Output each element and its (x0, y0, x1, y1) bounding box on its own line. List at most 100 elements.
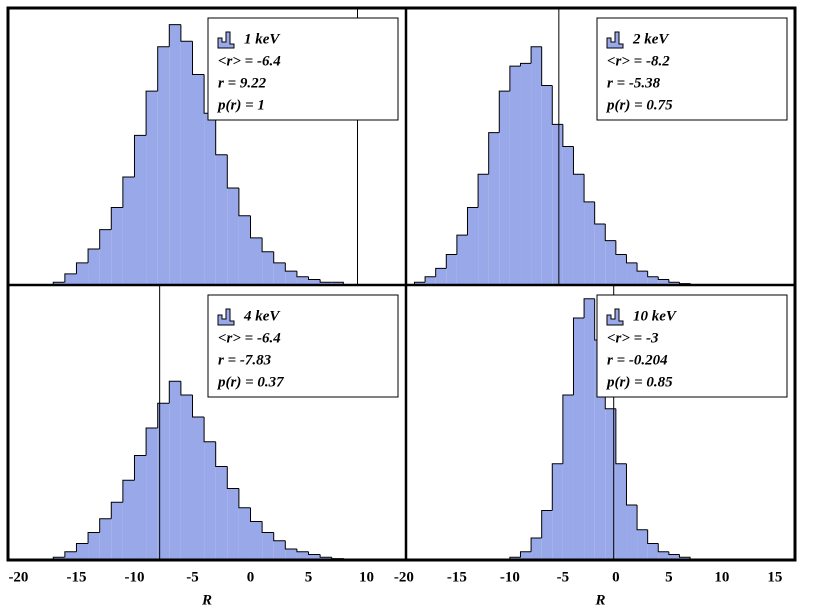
histogram-step (519, 551, 532, 558)
histogram-bar (238, 507, 251, 560)
histogram-bar (204, 113, 216, 285)
histogram-step (122, 479, 135, 503)
histogram-bar (99, 229, 112, 285)
histogram-step (668, 279, 680, 283)
histogram-step (180, 381, 193, 396)
x-tick-label: 0 (612, 569, 620, 585)
histogram-step (562, 394, 574, 464)
histogram-step (583, 298, 595, 318)
histogram-step (273, 532, 286, 542)
histogram-step (657, 543, 669, 553)
histogram-step (657, 276, 669, 280)
histogram-step (87, 248, 100, 263)
annotation: r = -7.83 (218, 352, 272, 368)
histogram-step (308, 276, 321, 280)
histogram-step (250, 507, 263, 522)
histogram-bar (111, 207, 123, 285)
histogram-step (261, 237, 274, 253)
histogram-bar (273, 262, 286, 285)
annotation: <r> = -3 (607, 330, 659, 346)
histogram-step (145, 427, 158, 456)
histogram-step (168, 380, 181, 404)
histogram-step (647, 529, 659, 544)
histogram-bar (215, 466, 228, 560)
histogram-bar (215, 154, 228, 285)
histogram-step (424, 276, 436, 283)
histogram-step (647, 271, 659, 278)
annotation: p(r) = 1 (216, 97, 265, 113)
histogram-step (572, 146, 585, 175)
histogram-bar (615, 463, 627, 560)
figure-frame (6, 6, 797, 562)
histogram-step (625, 463, 638, 506)
annotation: <r> = -6.4 (218, 330, 281, 346)
legend-icon (217, 308, 235, 326)
histogram-step (215, 441, 228, 467)
histogram-step (133, 455, 147, 481)
histogram-bar (658, 551, 669, 560)
histogram-step (615, 408, 627, 465)
histogram-bar (157, 403, 170, 560)
histogram-step (594, 201, 606, 225)
histogram-bar (192, 417, 205, 560)
histogram-bar (88, 248, 100, 285)
histogram-bar (308, 554, 321, 560)
histogram-step (284, 540, 297, 550)
histogram-step (498, 90, 510, 133)
x-tick-label: 10 (359, 569, 374, 585)
histogram-step (226, 154, 239, 189)
histogram-bar (552, 463, 563, 560)
histogram-step (180, 24, 193, 42)
histogram-bar (296, 276, 309, 285)
x-tick-label: -10 (124, 569, 144, 585)
histogram-step (583, 174, 595, 203)
histogram-step (572, 317, 585, 395)
histogram-bar (157, 46, 170, 285)
annotation: r = 9.22 (218, 75, 267, 91)
histogram-step (215, 113, 228, 156)
histogram-step (273, 251, 286, 264)
x-tick-label: -5 (186, 569, 199, 585)
histogram-bar (76, 262, 89, 285)
histogram-bar (605, 408, 616, 560)
histogram-step (562, 124, 574, 147)
histogram-bar (520, 551, 532, 560)
histogram-bar (520, 63, 532, 286)
histogram-bar (615, 254, 627, 285)
histogram-bar (250, 521, 263, 560)
histogram-bar (573, 318, 585, 560)
histogram-bar (180, 41, 193, 285)
histogram-step (64, 273, 77, 283)
histogram-bar (594, 340, 606, 560)
histogram-bar (285, 271, 297, 285)
histogram-step (477, 173, 489, 208)
histogram-bar (668, 554, 680, 560)
histogram-bar (122, 176, 135, 285)
legend-icon (606, 308, 624, 326)
histogram-bar (192, 74, 205, 285)
histogram-bar (134, 455, 147, 560)
histogram-bar (262, 532, 274, 560)
histogram-step (604, 224, 616, 242)
histogram-bar (285, 549, 297, 560)
histogram-step (551, 85, 563, 125)
annotation: p(r) = 0.75 (605, 97, 673, 113)
histogram-bar (541, 85, 553, 285)
legend-box (207, 294, 399, 398)
x-tick-label: 5 (665, 569, 673, 585)
x-tick-label: -15 (66, 569, 86, 585)
histogram-step (296, 271, 309, 278)
histogram-step (99, 229, 112, 249)
histogram-bar (146, 91, 158, 285)
histogram-step (466, 206, 479, 236)
histogram-bar (180, 395, 193, 560)
histogram-step (87, 532, 100, 544)
histogram-bar (435, 268, 447, 285)
histogram-step (519, 62, 532, 67)
histogram-bar (647, 543, 659, 560)
histogram-step (110, 206, 123, 230)
histogram-bar (99, 518, 112, 560)
histogram-step (238, 188, 251, 217)
annotation: <r> = -8.2 (607, 53, 670, 69)
histogram-bar (169, 381, 181, 560)
